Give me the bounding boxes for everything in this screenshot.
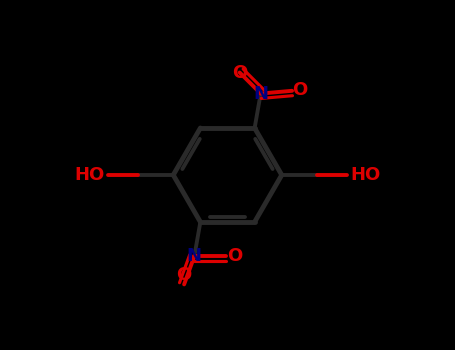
Text: HO: HO	[75, 166, 105, 184]
Text: HO: HO	[350, 166, 380, 184]
Text: O: O	[228, 247, 243, 265]
Text: O: O	[177, 266, 192, 285]
Text: O: O	[232, 63, 247, 82]
Text: N: N	[253, 85, 268, 103]
Text: O: O	[292, 81, 307, 99]
Text: N: N	[187, 247, 202, 265]
